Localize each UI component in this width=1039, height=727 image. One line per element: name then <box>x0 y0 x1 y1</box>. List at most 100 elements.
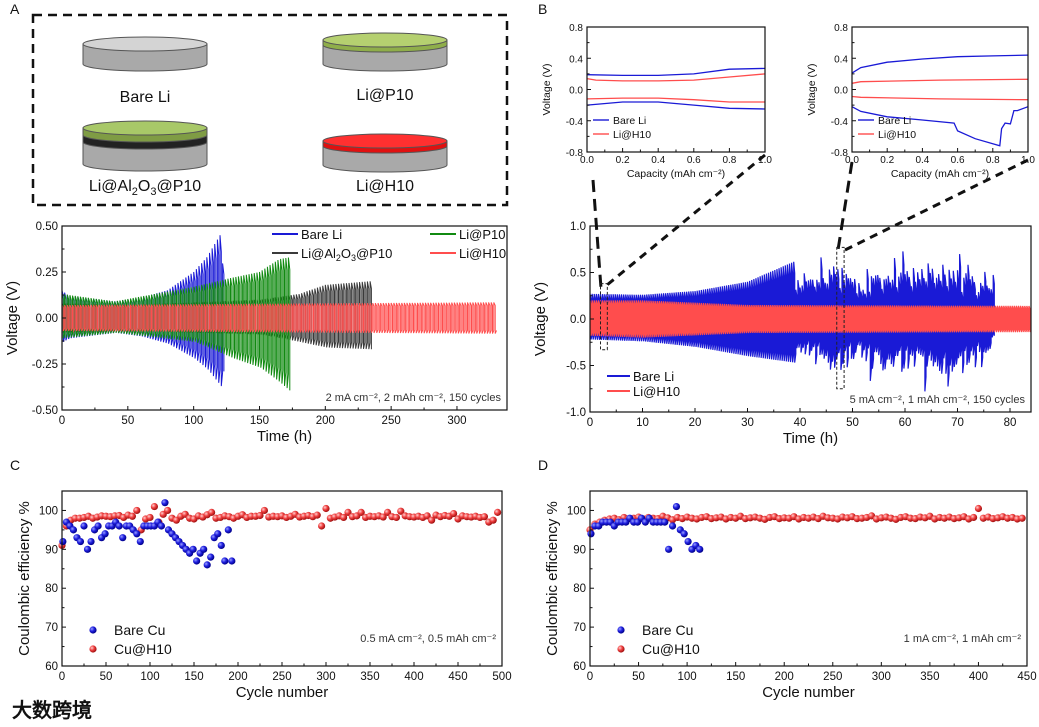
x-tick-label: 50 <box>846 417 859 429</box>
bare-li-disk-icon <box>82 36 208 72</box>
y-tick-label: 80 <box>573 583 586 595</box>
legend-label: Bare Li <box>301 227 342 242</box>
x-tick-label: 0.6 <box>687 155 701 166</box>
x-tick-label: 0 <box>59 671 65 683</box>
legend-label: Bare Li <box>878 115 911 127</box>
data-point-cu_bare <box>83 545 92 553</box>
data-point-cu_bare <box>136 537 144 546</box>
data-point-cu_h10 <box>164 506 172 515</box>
y-tick-label: 100 <box>567 505 586 517</box>
y-axis-title: Coulombic efficiency % <box>16 501 33 656</box>
y-axis-title: Coulombic efficiency % <box>544 501 561 656</box>
y-tick-label: 0.5 <box>570 268 586 280</box>
legend-label: Bare Cu <box>642 622 693 638</box>
data-point-cu_bare <box>221 557 229 565</box>
data-point-cu_bare <box>214 530 222 538</box>
chart-b-inset-1: 0.0 0.2 0.4 0.6 0.8 1.0 -0.8 -0.4 0.0 0.4 0.8 Capac… <box>541 23 772 180</box>
data-point-cu_bare <box>69 526 78 534</box>
x-axis-title: Time (h) <box>783 430 838 447</box>
x-tick-label: 250 <box>382 415 401 427</box>
zoom-connectors <box>591 153 1029 289</box>
data-point-cu_h10 <box>428 516 436 524</box>
data-point-cu_bare <box>587 530 595 538</box>
panel-label-c: C <box>10 457 20 473</box>
data-point-cu_bare <box>101 530 109 538</box>
y-tick-label: 0.50 <box>36 221 58 233</box>
x-tick-label: 70 <box>951 417 964 429</box>
legend-label: Li@H10 <box>613 129 651 141</box>
x-tick-label: 0 <box>587 417 593 429</box>
data-point-cu_h10 <box>256 511 264 520</box>
data-point-cu_h10 <box>494 508 502 516</box>
legend-label: Bare Li <box>633 369 674 384</box>
series-line-bare <box>62 235 225 387</box>
panel-label-d: D <box>538 457 548 473</box>
x-tick-label: 300 <box>316 671 335 683</box>
x-tick-label: 0 <box>587 671 593 683</box>
x-tick-label: 100 <box>678 671 697 683</box>
li-h10-label: Li@H10 <box>356 178 414 195</box>
y-tick-label: 0.0 <box>570 314 586 326</box>
y-tick-label: -0.25 <box>32 359 58 371</box>
data-point-cu_h10 <box>208 508 216 516</box>
zoom-region-box <box>600 283 608 351</box>
legend-label: Li@H10 <box>459 246 506 261</box>
x-tick-label: 300 <box>447 415 466 427</box>
x-tick-label: 350 <box>360 671 379 683</box>
y-tick-label: 70 <box>45 622 58 634</box>
chart-b-inset-2: 0.0 0.2 0.4 0.6 0.8 1.0 -0.8 -0.4 0.0 0.4 0.8 Capac… <box>806 23 1035 180</box>
data-point-cu_bare <box>193 557 201 565</box>
x-tick-label: 250 <box>823 671 842 683</box>
x-tick-label: 20 <box>689 417 702 429</box>
x-axis-title: Capacity (mAh cm⁻²) <box>891 168 989 180</box>
x-tick-label: 50 <box>100 671 113 683</box>
data-point-cu_h10 <box>489 516 497 524</box>
y-tick-label: 70 <box>573 622 586 634</box>
x-tick-label: 150 <box>250 415 269 427</box>
data-point-cu_h10 <box>260 506 268 515</box>
data-point-cu_h10 <box>150 502 158 511</box>
data-point-cu_h10 <box>397 507 405 515</box>
bare-li-label: Bare Li <box>120 89 171 106</box>
x-tick-label: 0.2 <box>880 155 894 166</box>
data-point-cu_h10 <box>379 513 387 521</box>
data-point-cu_bare <box>59 537 67 546</box>
curve-h10 <box>851 78 1029 84</box>
y-tick-label: 0.00 <box>36 313 58 325</box>
curve-bare <box>851 54 1029 74</box>
condition-annotation: 0.5 mA cm⁻², 0.5 mAh cm⁻² <box>360 633 496 645</box>
y-tick-label: 0.25 <box>36 267 58 279</box>
schematic-frame <box>31 13 509 207</box>
x-tick-label: 150 <box>184 671 203 683</box>
data-point-cu_h10 <box>322 504 330 513</box>
legend-label: Li@H10 <box>878 129 916 141</box>
legend-label: Li@Al2O3@P10 <box>301 246 392 263</box>
y-tick-label: 0.0 <box>569 86 583 97</box>
y-tick-label: -0.8 <box>566 148 584 159</box>
x-tick-label: 80 <box>1004 417 1017 429</box>
data-point-cu_h10 <box>133 506 141 515</box>
x-tick-label: 200 <box>775 671 794 683</box>
data-point-cu_bare <box>115 522 123 530</box>
x-tick-label: 400 <box>404 671 423 683</box>
data-point-cu_bare <box>94 522 102 530</box>
y-tick-label: -0.5 <box>566 361 586 373</box>
y-tick-label: 1.0 <box>570 221 586 233</box>
legend-label: Bare Li <box>613 115 646 127</box>
li-al2o3-p10-label: Li@Al2O3@P10 <box>89 178 201 198</box>
legend-label: Cu@H10 <box>642 641 700 657</box>
y-tick-label: 0.8 <box>834 23 848 34</box>
curve-bare <box>586 67 766 77</box>
data-point-cu_bare <box>157 522 166 530</box>
data-point-cu_bare <box>217 541 225 550</box>
data-point-cu_h10 <box>340 513 348 522</box>
watermark: 大数跨境 <box>12 698 92 722</box>
x-axis-title: Capacity (mAh cm⁻²) <box>627 168 725 180</box>
y-tick-label: 80 <box>45 583 58 595</box>
x-tick-label: 200 <box>316 415 335 427</box>
data-point-cu_bare <box>207 553 215 561</box>
x-axis-title: Cycle number <box>762 684 855 701</box>
y-tick-label: 60 <box>45 661 58 673</box>
x-tick-label: 500 <box>492 671 511 683</box>
y-tick-label: 100 <box>39 505 58 517</box>
